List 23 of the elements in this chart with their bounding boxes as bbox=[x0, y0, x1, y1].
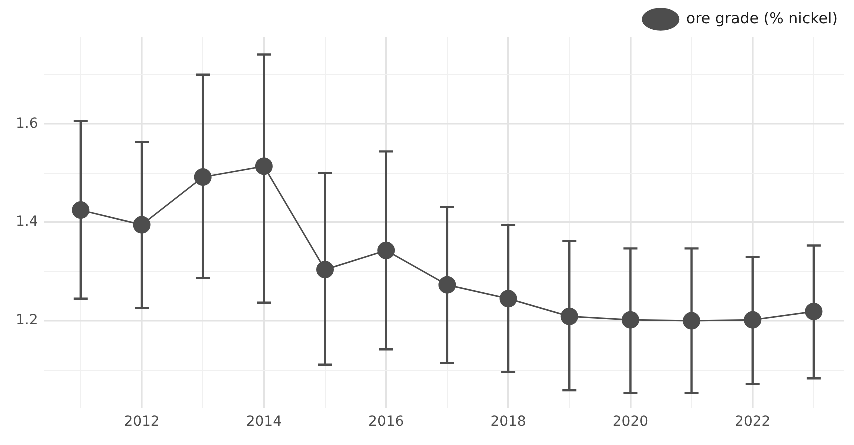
point bbox=[438, 276, 456, 294]
y-tick-label: 1.6 bbox=[16, 116, 38, 132]
point bbox=[683, 312, 701, 330]
point bbox=[622, 311, 640, 329]
legend-label: ore grade (% nickel) bbox=[686, 9, 838, 28]
point bbox=[133, 216, 151, 234]
x-tick-label: 2012 bbox=[124, 414, 160, 430]
point bbox=[378, 242, 396, 260]
x-tick-label: 2018 bbox=[490, 414, 526, 430]
point bbox=[500, 290, 518, 308]
x-tick-label: 2022 bbox=[735, 414, 771, 430]
x-tick-label: 2016 bbox=[368, 414, 404, 430]
point bbox=[560, 308, 578, 326]
x-tick-label: 2014 bbox=[246, 414, 282, 430]
point bbox=[194, 168, 212, 186]
point bbox=[805, 302, 823, 320]
point bbox=[255, 158, 273, 176]
y-tick-label: 1.4 bbox=[16, 214, 38, 230]
y-tick-label: 1.2 bbox=[16, 312, 38, 329]
point bbox=[316, 261, 334, 279]
point bbox=[744, 311, 762, 329]
point bbox=[72, 202, 90, 220]
x-tick-label: 2020 bbox=[612, 414, 649, 430]
